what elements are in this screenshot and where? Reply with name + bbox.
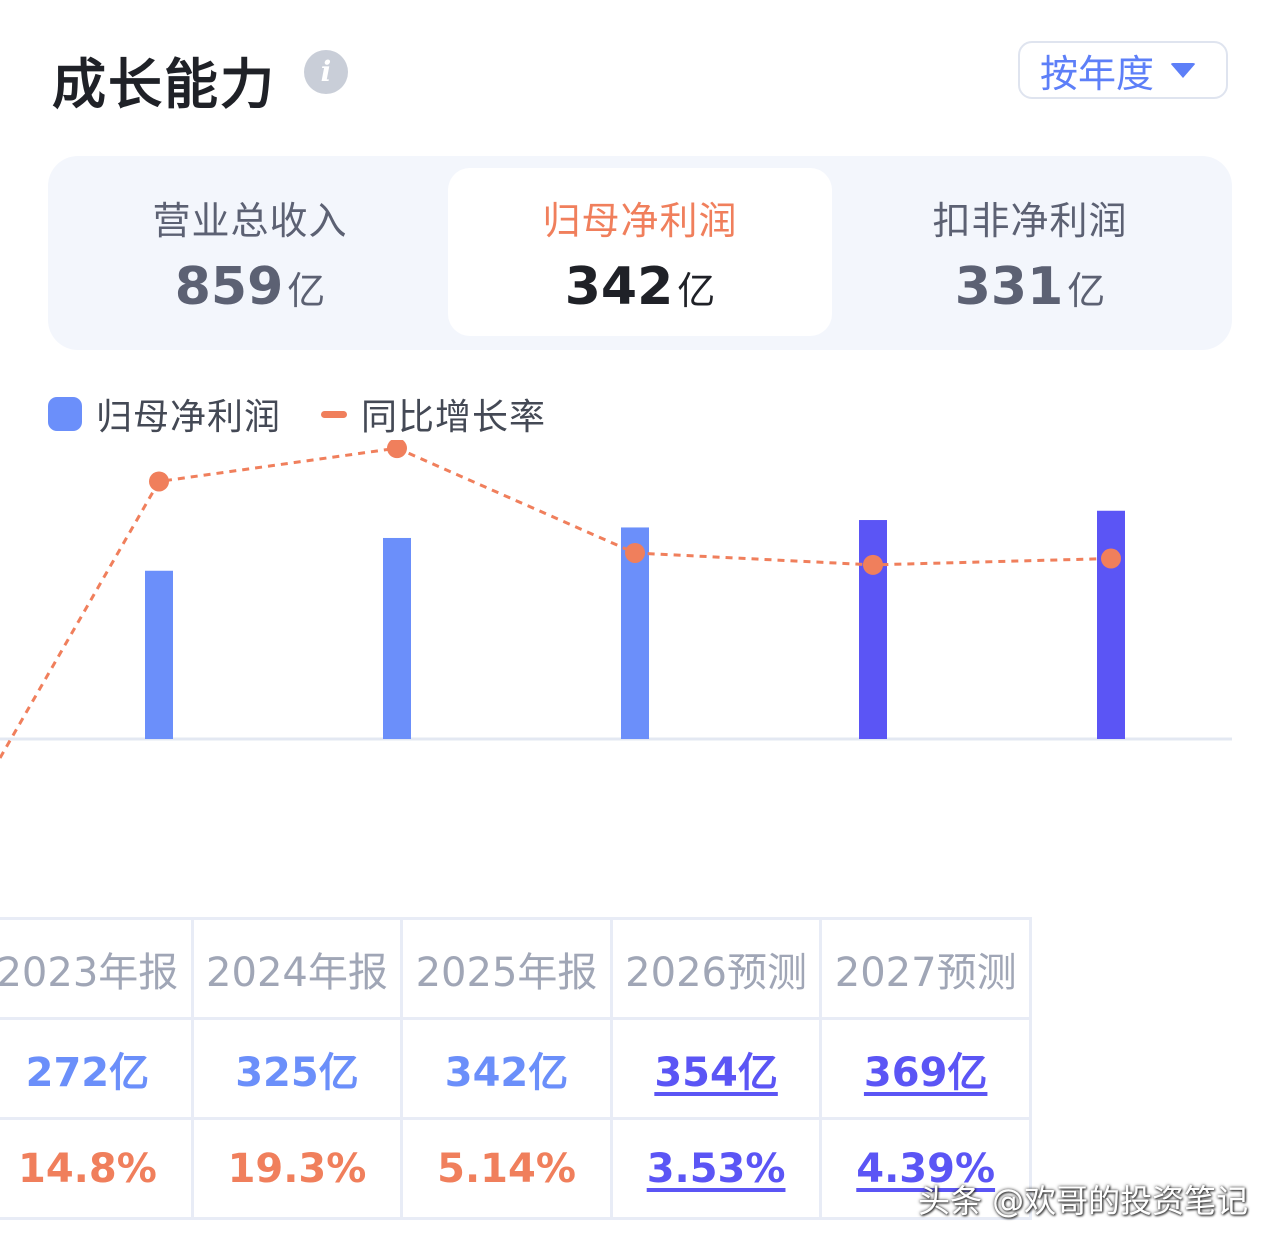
data-table: 报 2023年报 2024年报 2025年报 2026预测 2027预测 272… xyxy=(0,917,1232,1223)
table-header-cell: 2023年报 xyxy=(0,917,194,1020)
metric-label: 营业总收入 xyxy=(152,199,348,243)
growth-rate-point xyxy=(625,542,645,563)
growth-rate-point xyxy=(387,440,407,459)
chart-bar xyxy=(859,520,887,739)
metric-card-net-profit[interactable]: 归母净利润 342 亿 xyxy=(448,168,832,336)
forecast-link[interactable]: 4.39% xyxy=(819,1117,1032,1220)
metric-panel: 营业总收入 859 亿 归母净利润 342 亿 扣非净利润 331 亿 xyxy=(48,156,1232,350)
table-header-cell: 2027预测 xyxy=(819,917,1032,1020)
table-header-cell: 2026预测 xyxy=(609,917,823,1020)
table-header-row: 报 2023年报 2024年报 2025年报 2026预测 2027预测 xyxy=(0,917,1032,1020)
table-row-profit: 272亿 325亿 342亿 354亿 369亿 xyxy=(0,1017,1032,1120)
period-dropdown[interactable]: 按年度 xyxy=(1018,41,1228,99)
growth-rate-point xyxy=(863,554,883,575)
table-cell: 342亿 xyxy=(400,1017,613,1120)
metric-unit: 亿 xyxy=(677,269,716,313)
table-cell: 272亿 xyxy=(0,1017,194,1120)
table-cell: 325亿 xyxy=(190,1017,404,1120)
table-row-growth: 14.8% 19.3% 5.14% 3.53% 4.39% xyxy=(0,1117,1032,1220)
metric-unit: 亿 xyxy=(1067,269,1106,313)
chart-bar xyxy=(1097,510,1125,739)
info-icon[interactable]: i xyxy=(304,50,348,94)
table-header-cell: 2024年报 xyxy=(190,917,404,1020)
metric-unit: 亿 xyxy=(287,269,326,313)
chart-bar xyxy=(145,570,173,739)
forecast-link[interactable]: 3.53% xyxy=(609,1117,823,1220)
growth-rate-line xyxy=(0,446,1112,759)
legend-line-label: 同比增长率 xyxy=(361,397,547,438)
legend-bar-label: 归母净利润 xyxy=(96,397,282,438)
metric-value-row: 342 亿 xyxy=(448,257,832,317)
triangle-down-icon xyxy=(1170,62,1197,78)
period-dropdown-label: 按年度 xyxy=(1040,51,1155,96)
growth-rate-point xyxy=(1101,548,1121,569)
chart-bar xyxy=(383,537,411,739)
growth-chart xyxy=(0,440,1232,759)
table-header-cell: 2025年报 xyxy=(400,917,613,1020)
metric-value: 342 xyxy=(564,257,674,317)
metric-value-row: 331 亿 xyxy=(838,257,1222,317)
chart-legend: 归母净利润 同比增长率 xyxy=(48,388,546,440)
metric-label: 扣非净利润 xyxy=(932,199,1128,243)
metric-label: 归母净利润 xyxy=(542,199,738,243)
metric-value: 331 xyxy=(954,257,1064,317)
metric-card-revenue[interactable]: 营业总收入 859 亿 xyxy=(58,168,442,336)
metric-value: 859 xyxy=(174,257,284,317)
legend-line-swatch xyxy=(321,410,348,418)
table-cell: 5.14% xyxy=(400,1117,613,1220)
metric-value-row: 859 亿 xyxy=(58,257,442,317)
table-cell: 14.8% xyxy=(0,1117,194,1220)
table-cell: 19.3% xyxy=(190,1117,404,1220)
legend-bar-swatch xyxy=(48,397,82,431)
growth-rate-point xyxy=(149,471,169,492)
watermark: 头条 @欢哥的投资笔记 xyxy=(918,1182,1249,1220)
forecast-link[interactable]: 354亿 xyxy=(609,1017,823,1120)
page-title: 成长能力 xyxy=(52,53,276,116)
forecast-link[interactable]: 369亿 xyxy=(819,1017,1032,1120)
metric-card-adjusted-profit[interactable]: 扣非净利润 331 亿 xyxy=(838,168,1222,336)
